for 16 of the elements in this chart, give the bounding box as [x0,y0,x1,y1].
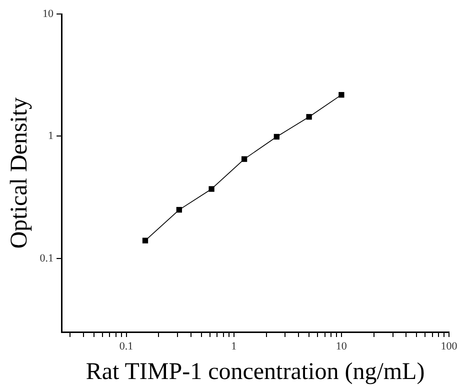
point [274,134,280,140]
point [142,238,148,244]
point [306,114,312,120]
point [241,156,248,162]
x-tick-label: 0.1 [119,340,134,352]
x-tick-label: 10 [336,340,348,352]
y-tick-label: 10 [42,8,54,20]
y-tick-label: 1 [48,130,54,142]
y-tick-label: 0.1 [40,252,54,264]
point [176,206,182,213]
x-tick-label: 100 [440,340,458,352]
x-axis-title: Rat TIMP-1 concentration (ng/mL) [86,358,425,385]
point [338,92,344,98]
y-axis-title: Optical Density [6,97,33,249]
point [208,186,214,192]
x-tick-label: 1 [231,340,237,352]
